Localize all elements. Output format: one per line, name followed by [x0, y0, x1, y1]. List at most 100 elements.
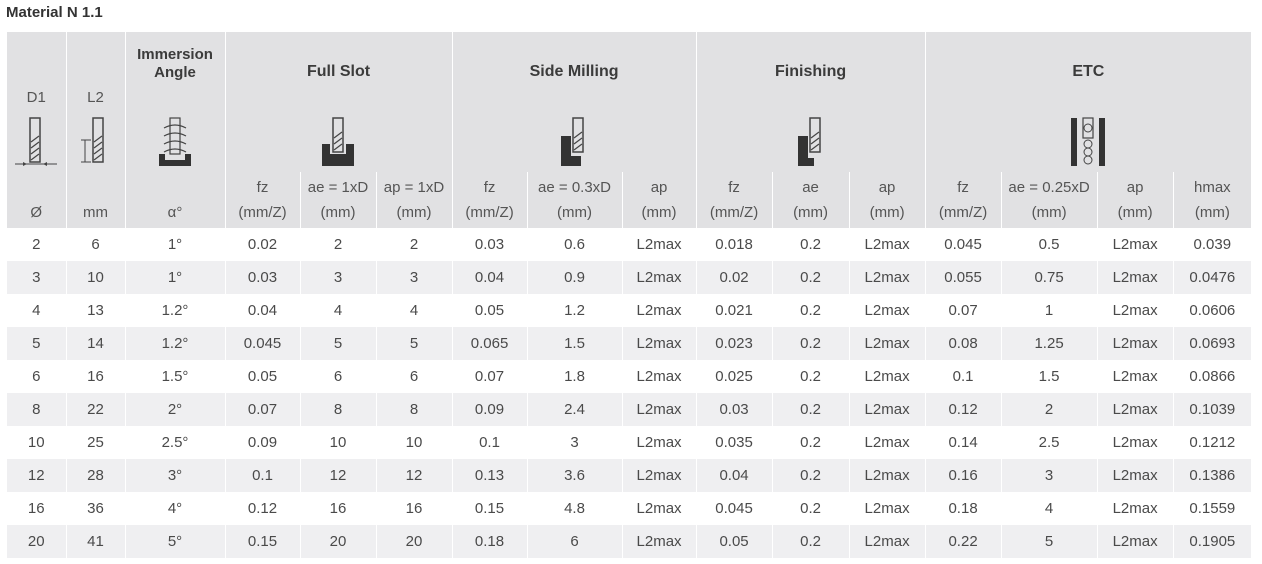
- table-cell: 0.18: [924, 492, 1002, 525]
- table-cell: L2max: [848, 492, 926, 525]
- unit-header: ae (mm): [771, 172, 850, 228]
- unit-sub-label: (mm): [1031, 204, 1067, 221]
- units-row: Ø mm α° fz (mm/Z) ae = 1xD (mm) ap = 1xD (m…: [7, 172, 1252, 228]
- table-cell: 10: [375, 426, 453, 459]
- table-cell: 20: [7, 525, 66, 558]
- table-cell: 6: [375, 360, 453, 393]
- table-cell: 0.065: [451, 327, 528, 360]
- table-cell: 0.07: [924, 294, 1002, 327]
- full-slot-icon: [224, 112, 453, 172]
- unit-header: fz (mm/Z): [224, 172, 300, 228]
- side-milling-icon: [451, 112, 697, 172]
- table-cell: 0.021: [695, 294, 773, 327]
- unit-sub-label: (mm): [320, 204, 356, 221]
- table-cell: 0.023: [695, 327, 773, 360]
- table-cell: 5°: [124, 525, 225, 558]
- unit-label: ap = 1xD: [383, 179, 445, 196]
- table-row: 6 16 1.5° 0.05 6 6 0.07 1.8 L2max 0.025 0.2 L2max 0.…: [7, 360, 1252, 393]
- table-cell: L2max: [621, 261, 697, 294]
- immersion-label-line1: Immersion: [137, 46, 213, 63]
- table-cell: 1.8: [526, 360, 623, 393]
- table-cell: 3: [299, 261, 376, 294]
- table-cell: 2.5°: [124, 426, 225, 459]
- table-cell: L2max: [848, 261, 926, 294]
- table-cell: 2.4: [526, 393, 623, 426]
- table-cell: L2max: [848, 525, 926, 558]
- table-cell: 4: [1000, 492, 1098, 525]
- table-cell: L2max: [1096, 492, 1174, 525]
- l2-length-icon: [65, 112, 125, 172]
- unit-sub-label: (mm): [557, 204, 593, 221]
- table-row: 2 6 1° 0.02 2 2 0.03 0.6 L2max 0.018 0.2 L2max 0.045…: [7, 228, 1252, 261]
- table-cell: 0.04: [224, 294, 300, 327]
- unit-header: Ø: [7, 172, 66, 228]
- table-cell: 13: [65, 294, 125, 327]
- table-cell: 1°: [124, 261, 225, 294]
- unit-header: fz (mm/Z): [451, 172, 528, 228]
- unit-sub-label: (mm): [1194, 204, 1230, 221]
- table-cell: 0.2: [771, 228, 850, 261]
- table-cell: 0.1: [224, 459, 300, 492]
- table-cell: 0.08: [924, 327, 1002, 360]
- table-cell: 28: [65, 459, 125, 492]
- unit-header: ae = 0.3xD (mm): [526, 172, 623, 228]
- table-cell: L2max: [1096, 459, 1174, 492]
- unit-header: ap (mm): [621, 172, 697, 228]
- table-cell: L2max: [1096, 525, 1174, 558]
- table-cell: 14: [65, 327, 125, 360]
- table-cell: 1°: [124, 228, 225, 261]
- table-cell: 16: [375, 492, 453, 525]
- table-cell: 1.5°: [124, 360, 225, 393]
- unit-sub-label: (mm): [869, 204, 905, 221]
- table-cell: 0.055: [924, 261, 1002, 294]
- table-cell: 10: [65, 261, 125, 294]
- table-cell: 8: [299, 393, 376, 426]
- unit-label: ae = 1xD: [307, 179, 369, 196]
- unit-sub-label: (mm): [1117, 204, 1153, 221]
- table-cell: L2max: [848, 228, 926, 261]
- etc-helical-icon: [924, 112, 1252, 172]
- table-cell: 1: [1000, 294, 1098, 327]
- table-cell: 0.05: [695, 525, 773, 558]
- table-cell: 0.1905: [1172, 525, 1252, 558]
- table-cell: 0.05: [451, 294, 528, 327]
- unit-label: ap: [1126, 179, 1144, 196]
- unit-header: α°: [124, 172, 225, 228]
- unit-header: ap (mm): [1096, 172, 1174, 228]
- table-cell: 0.09: [451, 393, 528, 426]
- table-cell: 16: [299, 492, 376, 525]
- table-cell: 3: [526, 426, 623, 459]
- table-cell: 16: [7, 492, 66, 525]
- unit-sub-label: mm: [83, 204, 108, 221]
- table-cell: 1.25: [1000, 327, 1098, 360]
- table-cell: 4°: [124, 492, 225, 525]
- table-cell: 2: [299, 228, 376, 261]
- table-row: 10 25 2.5° 0.09 10 10 0.1 3 L2max 0.035 0.2 L2max 0.…: [7, 426, 1252, 459]
- table-cell: L2max: [621, 459, 697, 492]
- page-title: Material N 1.1: [6, 4, 103, 21]
- table-cell: 1.2: [526, 294, 623, 327]
- table-cell: L2max: [848, 360, 926, 393]
- table-cell: 6: [65, 228, 125, 261]
- table-row: 20 41 5° 0.15 20 20 0.18 6 L2max 0.05 0.2 L2max 0.22…: [7, 525, 1252, 558]
- table-cell: 0.15: [224, 525, 300, 558]
- table-cell: 25: [65, 426, 125, 459]
- table-cell: 0.12: [924, 393, 1002, 426]
- unit-label: fz: [957, 179, 969, 196]
- table-cell: 0.12: [224, 492, 300, 525]
- table-cell: 10: [7, 426, 66, 459]
- table-cell: 10: [299, 426, 376, 459]
- table-cell: L2max: [621, 327, 697, 360]
- table-cell: 0.18: [451, 525, 528, 558]
- table-cell: 0.1559: [1172, 492, 1252, 525]
- table-cell: 16: [65, 360, 125, 393]
- table-cell: 2°: [124, 393, 225, 426]
- table-cell: 0.2: [771, 492, 850, 525]
- unit-sub-label: Ø: [30, 204, 43, 221]
- immersion-label-line2: Angle: [154, 64, 196, 81]
- table-cell: L2max: [1096, 393, 1174, 426]
- table-cell: L2max: [621, 525, 697, 558]
- unit-sub-label: α°: [167, 204, 183, 221]
- table-cell: 8: [375, 393, 453, 426]
- table-cell: 0.045: [224, 327, 300, 360]
